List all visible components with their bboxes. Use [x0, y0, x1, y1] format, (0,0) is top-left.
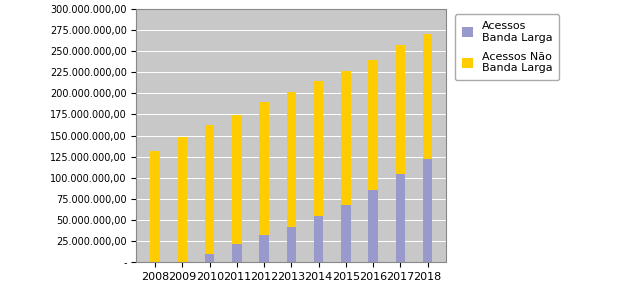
Bar	[178, 137, 187, 262]
Bar	[396, 45, 405, 173]
Bar	[341, 205, 351, 262]
Bar	[205, 254, 215, 262]
Legend: Acessos
Banda Larga, Acessos Não
Banda Larga: Acessos Banda Larga, Acessos Não Banda L…	[455, 15, 559, 80]
Bar	[396, 173, 405, 262]
Bar	[232, 244, 242, 262]
Bar	[259, 235, 269, 262]
Bar	[259, 102, 269, 235]
Bar	[423, 34, 432, 159]
Bar	[151, 151, 160, 262]
Bar	[314, 81, 324, 216]
Bar	[232, 115, 242, 244]
Bar	[286, 227, 296, 262]
Bar	[423, 159, 432, 262]
Bar	[368, 190, 378, 262]
Bar	[314, 216, 324, 262]
Bar	[205, 125, 215, 254]
Bar	[341, 72, 351, 205]
Bar	[286, 92, 296, 227]
Bar	[368, 60, 378, 190]
